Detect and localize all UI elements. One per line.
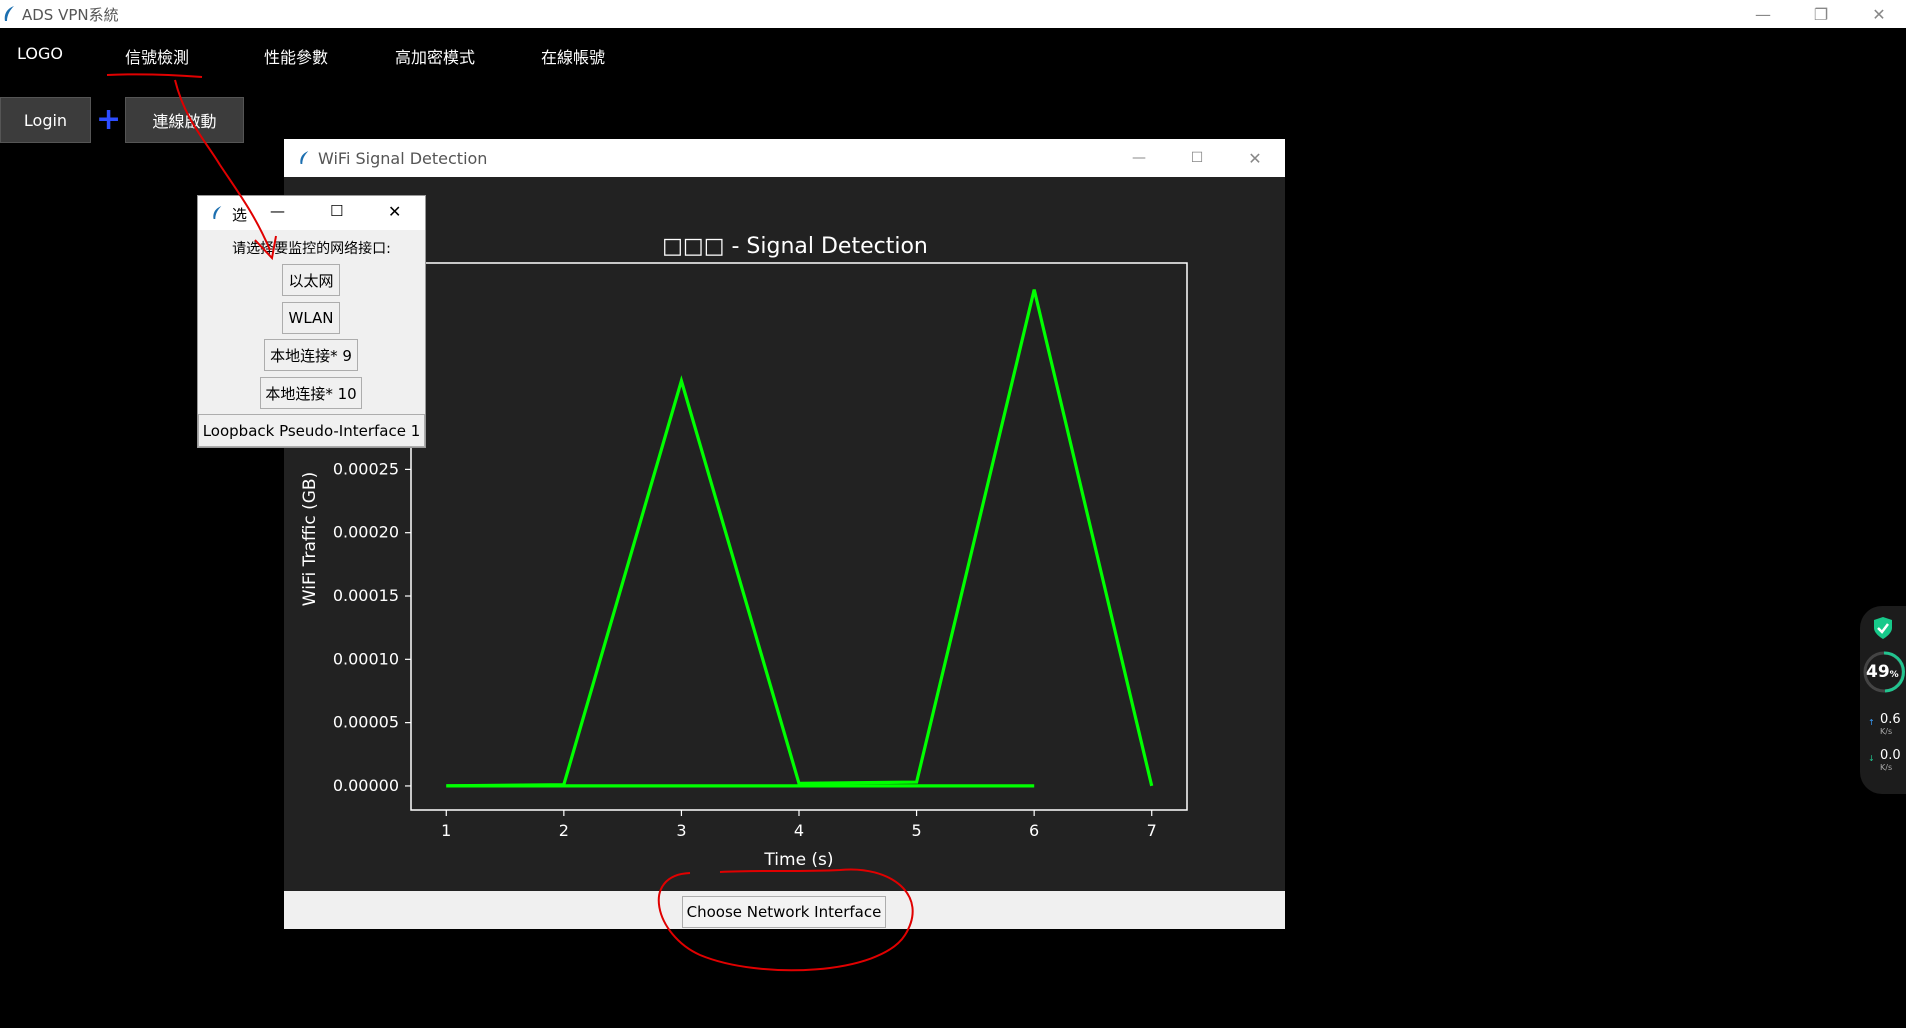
menu-item-online-accounts[interactable]: 在線帳號 bbox=[541, 48, 606, 67]
minimize-button[interactable]: — bbox=[1734, 0, 1792, 28]
wifi-minimize-button[interactable]: — bbox=[1110, 139, 1168, 177]
y-axis-label: WiFi Traffic (GB) bbox=[300, 472, 320, 606]
menu-item-high-encryption[interactable]: 高加密模式 bbox=[395, 48, 476, 67]
x-axis-label: Time (s) bbox=[763, 850, 833, 870]
option-wlan[interactable]: WLAN bbox=[282, 302, 340, 334]
minimize-icon: — bbox=[270, 202, 285, 220]
dialog-minimize-button[interactable]: — bbox=[270, 202, 285, 220]
dialog-prompt: 请选择要监控的网络接口: bbox=[232, 241, 391, 257]
option-local-connection-10[interactable]: 本地连接* 10 bbox=[260, 377, 362, 409]
wifi-window-title: WiFi Signal Detection bbox=[318, 148, 488, 168]
signal-chart: □□□ - Signal Detection 1 2 3 4 5 6 7 0.00000 0.… bbox=[300, 234, 1188, 870]
annotation-circle bbox=[657, 868, 914, 972]
annotation-arrow-line bbox=[174, 79, 271, 251]
annotation-arrow-head bbox=[254, 235, 277, 261]
x-tick-label: 2 bbox=[559, 821, 569, 840]
y-tick-label: 0.00000 bbox=[333, 776, 399, 795]
x-tick-label: 4 bbox=[794, 821, 804, 840]
wifi-signal-window: WiFi Signal Detection — ☐ ✕ □□□ - Signal… bbox=[284, 139, 1285, 929]
connect-button[interactable]: 連線啟動 bbox=[125, 97, 244, 143]
system-monitor-widget[interactable]: 49% ↑ 0.6 K/s ↓ 0.0 K/s bbox=[1860, 606, 1906, 794]
feather-app-icon bbox=[4, 6, 14, 21]
main-window-titlebar: ADS VPN系統 — ❐ ✕ bbox=[0, 0, 1906, 28]
annotation-underline bbox=[106, 73, 203, 78]
upload-arrow-icon: ↑ bbox=[1868, 718, 1875, 727]
x-tick-label: 3 bbox=[676, 821, 686, 840]
cpu-percent-unit: % bbox=[1889, 670, 1899, 680]
cpu-gauge-icon bbox=[1863, 651, 1905, 693]
minimize-icon: — bbox=[1132, 150, 1146, 166]
close-icon: ✕ bbox=[388, 202, 402, 221]
y-tick-label: 0.00005 bbox=[333, 713, 399, 732]
shield-check-icon bbox=[1874, 617, 1892, 639]
dialog-titlebar: 选 — ☐ ✕ bbox=[198, 196, 425, 230]
download-arrow-icon: ↓ bbox=[1868, 754, 1875, 763]
wifi-maximize-button[interactable]: ☐ bbox=[1168, 139, 1226, 177]
restore-icon: ❐ bbox=[1813, 4, 1829, 24]
x-tick-label: 7 bbox=[1147, 821, 1157, 840]
dialog-maximize-button[interactable]: ☐ bbox=[330, 202, 343, 220]
maximize-icon: ☐ bbox=[330, 202, 344, 220]
option-loopback[interactable]: Loopback Pseudo-Interface 1 bbox=[198, 414, 425, 447]
upload-speed: 0.6 bbox=[1880, 712, 1901, 727]
x-tick-label: 1 bbox=[441, 821, 451, 840]
plus-icon[interactable]: + bbox=[96, 102, 122, 137]
x-tick-label: 5 bbox=[911, 821, 921, 840]
y-tick-label: 0.00010 bbox=[333, 649, 399, 668]
cpu-percent-value: 49 bbox=[1866, 662, 1890, 682]
cpu-percent: 49% bbox=[1866, 662, 1899, 682]
download-speed: 0.0 bbox=[1880, 748, 1901, 763]
maximize-icon: ☐ bbox=[1190, 150, 1204, 166]
wifi-window-titlebar: WiFi Signal Detection — ☐ ✕ bbox=[284, 139, 1285, 177]
login-button[interactable]: Login bbox=[0, 97, 91, 143]
menu-item-performance[interactable]: 性能參數 bbox=[264, 48, 329, 67]
feather-app-icon bbox=[300, 151, 309, 164]
chart-title: □□□ - Signal Detection bbox=[662, 234, 928, 259]
download-unit: K/s bbox=[1880, 763, 1893, 772]
interface-select-dialog: 选 — ☐ ✕ 请选择要监控的网络接口: 以太网 WLAN 本地连接* 9 本地… bbox=[197, 195, 426, 448]
menu-item-logo[interactable]: LOGO bbox=[17, 44, 63, 63]
y-tick-label: 0.00015 bbox=[333, 586, 399, 605]
main-window-title: ADS VPN系統 bbox=[22, 5, 119, 24]
dialog-title: 选 bbox=[232, 206, 248, 224]
dialog-close-button[interactable]: ✕ bbox=[388, 202, 401, 221]
wifi-bottom-bar: Choose Network Interface bbox=[284, 891, 1285, 929]
close-icon: ✕ bbox=[1248, 148, 1262, 168]
x-tick-label: 6 bbox=[1029, 821, 1039, 840]
close-button[interactable]: ✕ bbox=[1850, 0, 1906, 28]
choose-network-interface-button[interactable]: Choose Network Interface bbox=[682, 896, 886, 928]
option-local-connection-9[interactable]: 本地连接* 9 bbox=[264, 339, 358, 371]
menu-item-signal-detection[interactable]: 信號檢測 bbox=[125, 48, 190, 67]
minimize-icon: — bbox=[1755, 4, 1771, 24]
feather-app-icon bbox=[213, 206, 222, 219]
y-tick-label: 0.00025 bbox=[333, 459, 399, 478]
y-tick-label: 0.00020 bbox=[333, 523, 399, 542]
upload-unit: K/s bbox=[1880, 727, 1893, 736]
option-ethernet[interactable]: 以太网 bbox=[282, 264, 340, 296]
restore-button[interactable]: ❐ bbox=[1792, 0, 1850, 28]
close-icon: ✕ bbox=[1872, 4, 1886, 24]
wifi-close-button[interactable]: ✕ bbox=[1226, 139, 1284, 177]
